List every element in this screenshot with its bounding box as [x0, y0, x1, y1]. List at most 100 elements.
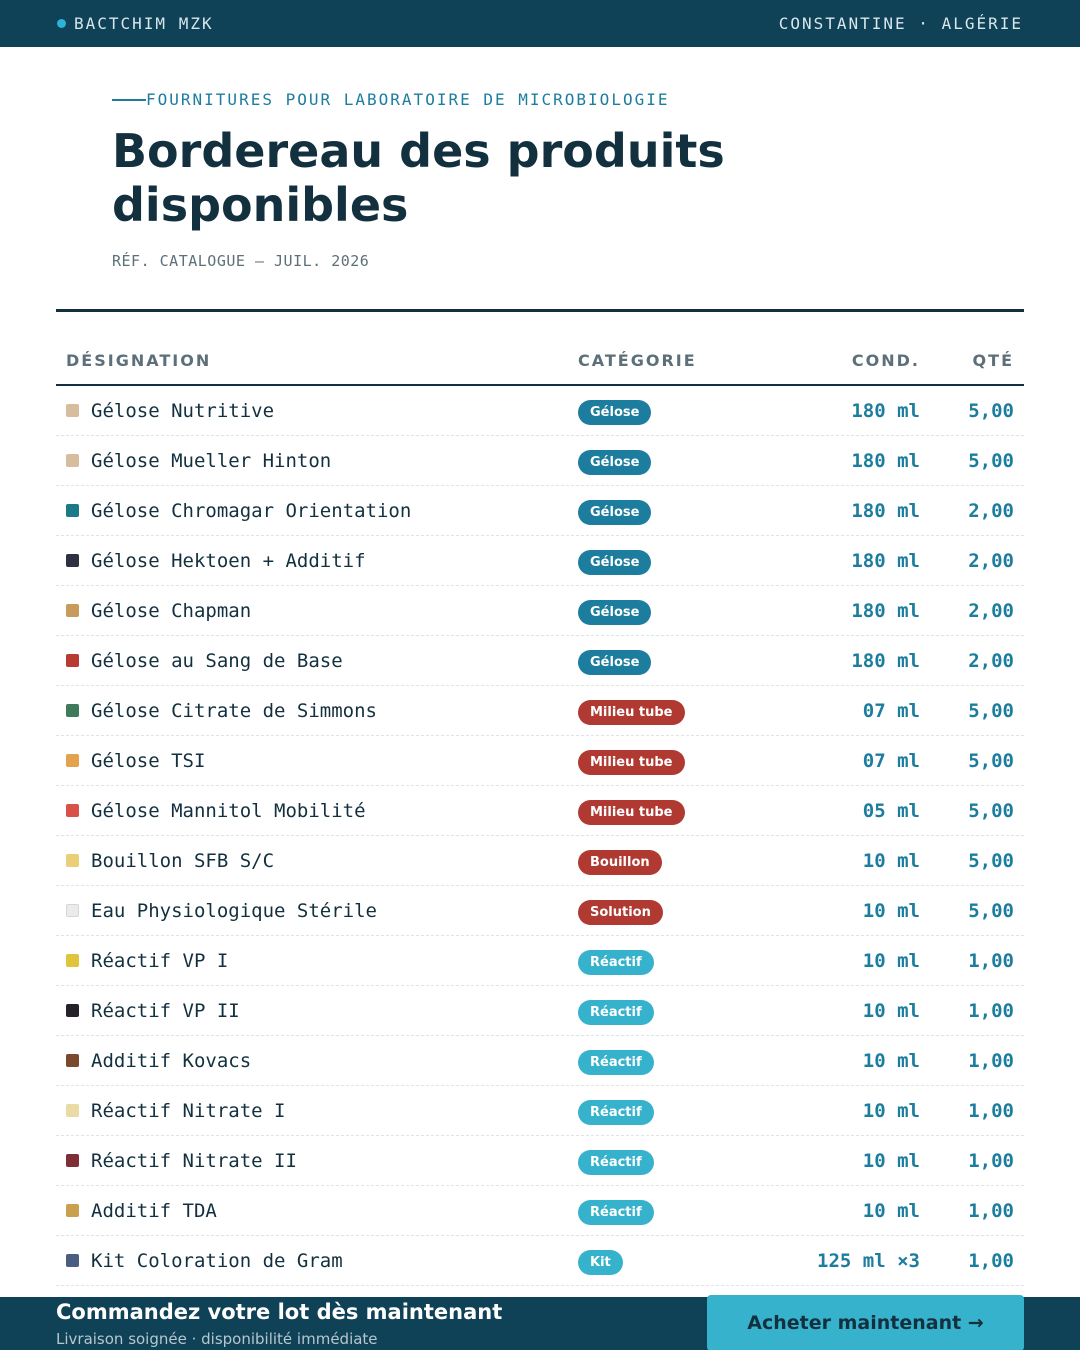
category-badge: Gélose — [578, 399, 652, 425]
cell-qty: 1,00 — [968, 1049, 1014, 1072]
cell-designation: Gélose au Sang de Base — [56, 650, 568, 672]
color-swatch-icon — [66, 954, 79, 967]
category-badge: Gélose — [578, 499, 652, 525]
category-badge: Gélose — [578, 649, 652, 675]
table-row: Eau Physiologique Stérile Solution 10 ml 5,… — [56, 886, 1024, 936]
color-swatch-icon — [66, 404, 79, 417]
table-row: Gélose au Sang de Base Gélose 180 ml 2,00 — [56, 636, 1024, 686]
category-badge: Réactif — [578, 1149, 654, 1175]
category-badge: Gélose — [578, 449, 652, 475]
cell-category: Bouillon — [568, 847, 774, 875]
cell-cond: 10 ml — [862, 1199, 920, 1222]
category-badge: Bouillon — [578, 849, 662, 875]
buy-now-button[interactable]: Acheter maintenant → — [707, 1295, 1024, 1350]
cell-category: Gélose — [568, 447, 774, 475]
table-row: Réactif Nitrate II Réactif 10 ml 1,00 — [56, 1136, 1024, 1186]
product-name: Gélose Hektoen + Additif — [91, 549, 366, 572]
table-row: Additif Kovacs Réactif 10 ml 1,00 — [56, 1036, 1024, 1086]
product-name: Gélose Nutritive — [91, 399, 275, 422]
category-badge: Milieu tube — [578, 799, 685, 825]
category-badge: Solution — [578, 899, 663, 925]
brand: BACTCHIM MZK — [57, 14, 214, 33]
table-row: Gélose Hektoen + Additif Gélose 180 ml 2,00 — [56, 536, 1024, 586]
cell-designation: Gélose Chapman — [56, 600, 568, 622]
cell-category: Gélose — [568, 547, 774, 575]
table-row: Gélose Chapman Gélose 180 ml 2,00 — [56, 586, 1024, 636]
color-swatch-icon — [66, 454, 79, 467]
color-swatch-icon — [66, 1204, 79, 1217]
cell-designation: Kit Coloration de Gram — [56, 1250, 568, 1272]
product-name: Gélose Chapman — [91, 599, 252, 622]
cell-cond: 10 ml — [862, 949, 920, 972]
footer-title: Commandez votre lot dès maintenant — [56, 1300, 503, 1324]
table-row: Gélose Mueller Hinton Gélose 180 ml 5,00 — [56, 436, 1024, 486]
cell-category: Réactif — [568, 1147, 774, 1175]
table-row: Additif TDA Réactif 10 ml 1,00 — [56, 1186, 1024, 1236]
cell-cond: 10 ml — [862, 1049, 920, 1072]
cell-category: Gélose — [568, 597, 774, 625]
table-row: Gélose TSI Milieu tube 07 ml 5,00 — [56, 736, 1024, 786]
product-name: Réactif Nitrate II — [91, 1149, 297, 1172]
cell-designation: Réactif Nitrate II — [56, 1150, 568, 1172]
category-badge: Milieu tube — [578, 699, 685, 725]
table-row: Réactif Nitrate I Réactif 10 ml 1,00 — [56, 1086, 1024, 1136]
table-row: Kit Coloration de Gram Kit 125 ml ×3 1,00 — [56, 1236, 1024, 1286]
location-label: CONSTANTINE · ALGÉRIE — [778, 14, 1023, 33]
cell-qty: 2,00 — [968, 549, 1014, 572]
category-badge: Gélose — [578, 549, 652, 575]
cell-qty: 1,00 — [968, 1099, 1014, 1122]
cell-category: Réactif — [568, 947, 774, 975]
product-name: Gélose au Sang de Base — [91, 649, 343, 672]
cell-cond: 10 ml — [862, 1099, 920, 1122]
products-table: DÉSIGNATION CATÉGORIE COND. QTÉ Gélose N… — [56, 336, 1024, 1286]
cell-category: Gélose — [568, 647, 774, 675]
table-row: Réactif VP I Réactif 10 ml 1,00 — [56, 936, 1024, 986]
cell-cond: 180 ml — [851, 399, 920, 422]
cell-qty: 5,00 — [968, 449, 1014, 472]
cell-qty: 1,00 — [968, 999, 1014, 1022]
cell-cond: 07 ml — [862, 699, 920, 722]
cell-designation: Réactif VP I — [56, 950, 568, 972]
color-swatch-icon — [66, 904, 79, 917]
cell-designation: Réactif Nitrate I — [56, 1100, 568, 1122]
cell-cond: 125 ml ×3 — [817, 1249, 920, 1272]
cell-designation: Gélose Hektoen + Additif — [56, 550, 568, 572]
color-swatch-icon — [66, 654, 79, 667]
table-row: Réactif VP II Réactif 10 ml 1,00 — [56, 986, 1024, 1036]
eyebrow-line — [112, 98, 146, 101]
cell-category: Réactif — [568, 1047, 774, 1075]
cell-qty: 1,00 — [968, 1149, 1014, 1172]
category-badge: Kit — [578, 1249, 623, 1275]
cell-category: Solution — [568, 897, 774, 925]
cell-qty: 2,00 — [968, 499, 1014, 522]
table-body: Gélose Nutritive Gélose 180 ml 5,00 Gélose M… — [56, 386, 1024, 1286]
page-title: Bordereau des produits disponibles — [112, 124, 725, 232]
cell-category: Milieu tube — [568, 797, 774, 825]
product-name: Gélose Mueller Hinton — [91, 449, 332, 472]
product-name: Réactif Nitrate I — [91, 1099, 286, 1122]
cell-category: Kit — [568, 1247, 774, 1275]
column-header-cond: COND. — [851, 350, 920, 370]
product-name: Gélose Chromagar Orientation — [91, 499, 412, 522]
cell-cond: 10 ml — [862, 849, 920, 872]
table-row: Gélose Nutritive Gélose 180 ml 5,00 — [56, 386, 1024, 436]
brand-name: BACTCHIM MZK — [74, 14, 214, 33]
brand-dot-icon — [57, 19, 66, 28]
color-swatch-icon — [66, 604, 79, 617]
product-name: Additif TDA — [91, 1199, 217, 1222]
color-swatch-icon — [66, 504, 79, 517]
cell-designation: Gélose Nutritive — [56, 400, 568, 422]
column-header-designation: DÉSIGNATION — [66, 350, 212, 370]
cell-designation: Gélose Mueller Hinton — [56, 450, 568, 472]
cell-cond: 10 ml — [862, 1149, 920, 1172]
cell-category: Gélose — [568, 497, 774, 525]
category-badge: Réactif — [578, 1199, 654, 1225]
category-badge: Réactif — [578, 999, 654, 1025]
cell-qty: 5,00 — [968, 799, 1014, 822]
cell-cond: 180 ml — [851, 599, 920, 622]
color-swatch-icon — [66, 1004, 79, 1017]
cell-qty: 5,00 — [968, 699, 1014, 722]
cell-designation: Gélose Citrate de Simmons — [56, 700, 568, 722]
color-swatch-icon — [66, 754, 79, 767]
color-swatch-icon — [66, 1154, 79, 1167]
